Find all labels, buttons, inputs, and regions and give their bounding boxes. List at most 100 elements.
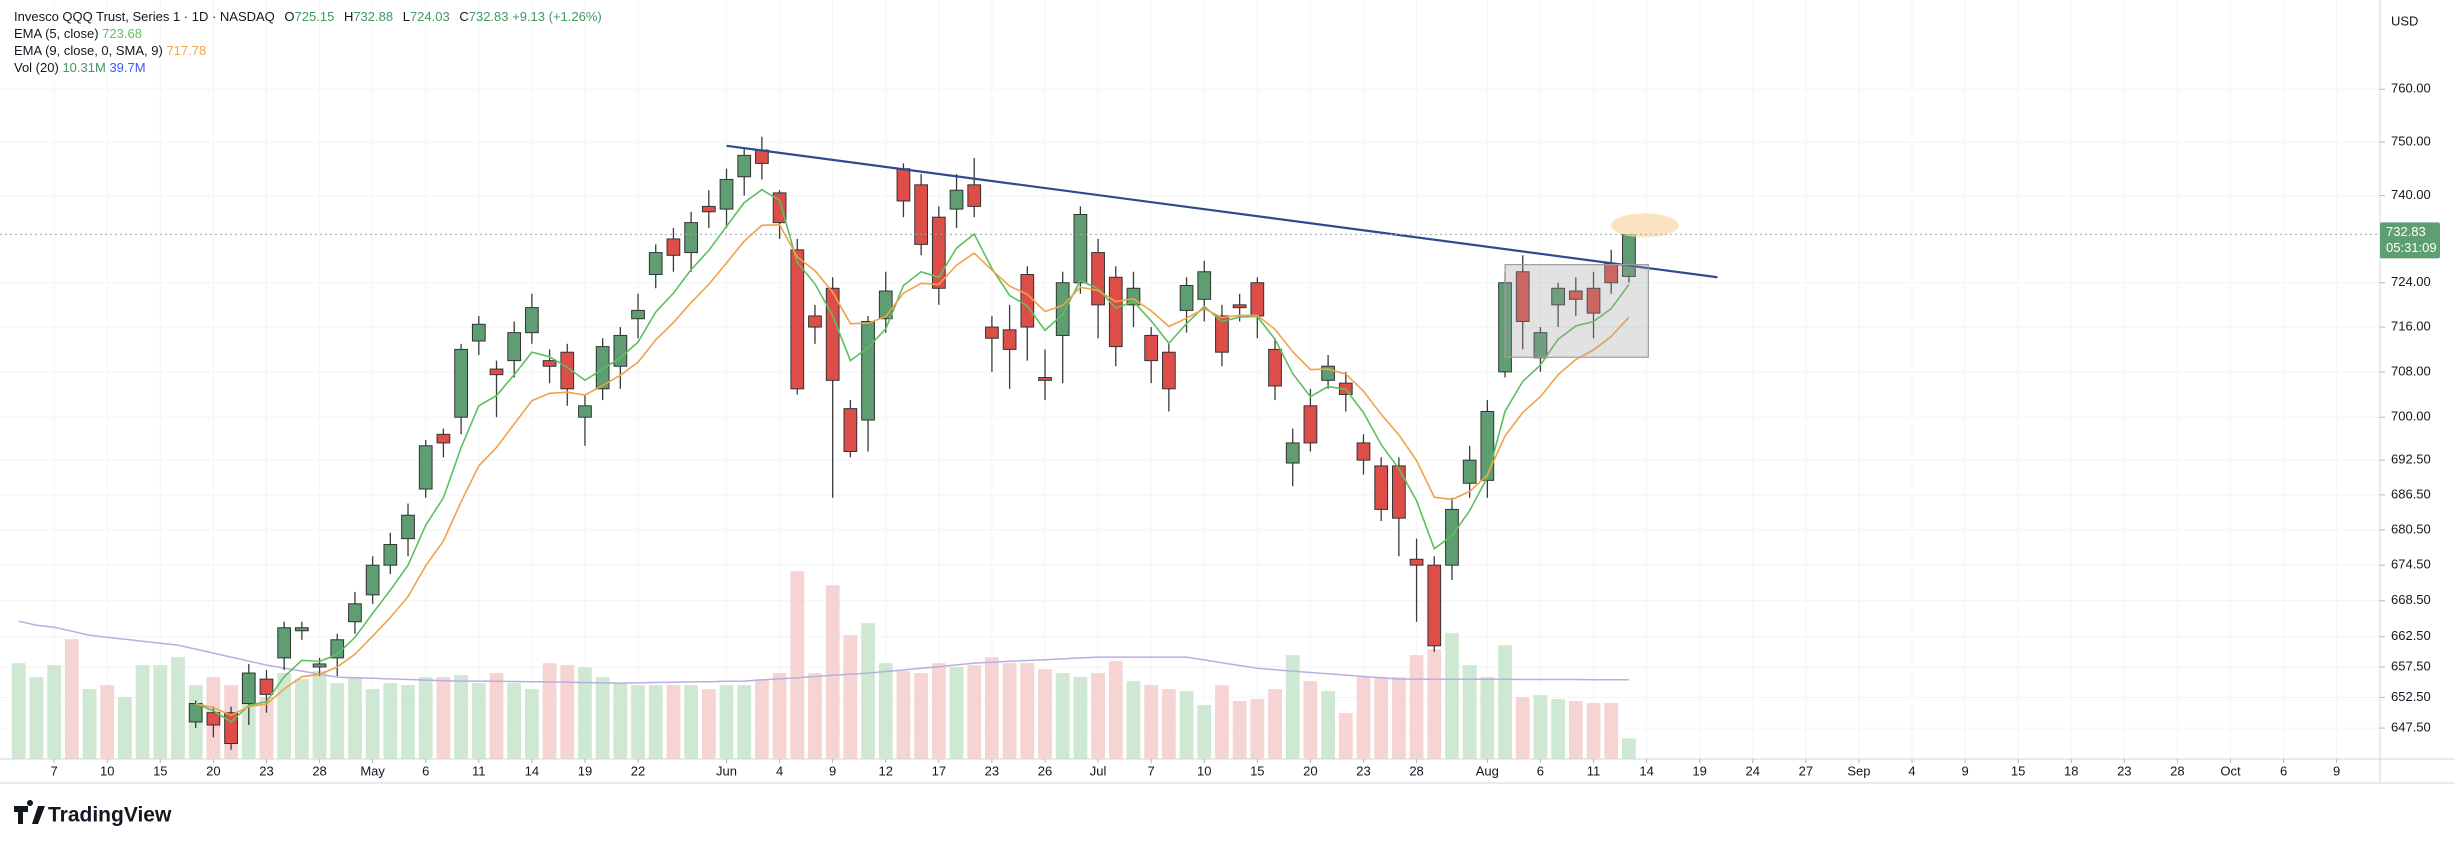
indicator-name: EMA (5, close) [14,26,99,41]
volume-bar [1055,673,1070,759]
candle-body [507,332,522,362]
ohlc-label: O [284,9,295,24]
indicator-line: EMA (9, close, 0, SMA, 9) 717.78 [14,42,602,59]
volume-bar [1533,695,1548,759]
volume-bar [1409,655,1424,759]
volume-bar [348,677,362,759]
candle-body [454,348,468,418]
x-tick-label: 4 [1908,763,1915,778]
x-tick-label: 28 [1409,763,1423,778]
indicator-line: Vol (20) 10.31M 39.7M [14,59,602,76]
x-tick-label: 24 [1746,763,1760,778]
volume-bar [1197,705,1212,759]
y-tick-label: 686.50 [2391,486,2431,501]
volume-bar [153,665,168,759]
drawings [0,144,2380,358]
x-tick-label: 10 [100,763,114,778]
candle-body [206,712,221,726]
volume-bar [1391,677,1406,759]
x-tick-label: 23 [985,763,999,778]
volume-bar [524,689,539,759]
candle-body [188,703,203,723]
candle-body [613,334,628,367]
candle-body [772,192,787,224]
x-tick-label: 19 [578,763,592,778]
x-tick-label: 11 [472,763,486,778]
volume-bar [1179,691,1194,759]
candle-body [1197,271,1212,300]
volume-bar [1144,685,1159,759]
candle-body [1108,276,1123,348]
y-tick-label: 750.00 [2391,134,2431,149]
candle-body [1055,282,1070,336]
volume-bar [100,685,115,759]
volume-bar [1356,677,1371,759]
candle-body [896,168,911,202]
candle-body [294,627,309,632]
ema-line [195,188,1630,723]
indicator-name: EMA (9, close, 0, SMA, 9) [14,43,163,58]
volume-bar [1480,677,1495,759]
volume-bar [719,685,734,759]
x-tick-label: 6 [422,763,429,778]
x-tick-label: 7 [1148,763,1155,778]
volume-bar [1215,685,1229,759]
volume-bar [578,667,592,759]
x-tick-label: 14 [525,763,539,778]
ohlc-value: 732.88 [353,9,394,24]
candle-body [808,315,822,328]
symbol-title: Invesco QQQ Trust, Series 1 · 1D · NASDA… [14,9,275,24]
ohlc-label: H [343,9,354,24]
candle-body [1161,351,1176,390]
volume-bar [1002,663,1017,759]
change-value: +9.13 (+1.26%) [512,9,602,24]
indicator-line: EMA (5, close) 723.68 [14,25,602,42]
volume-pane [11,571,1636,759]
x-tick-label: 20 [1303,763,1317,778]
volume-bar [1285,655,1300,759]
candle-body [436,433,451,444]
logo-mark [14,800,45,824]
volume-bar [135,665,150,759]
volume-bar [737,685,752,759]
volume-bar [454,675,469,759]
candle-body [1356,442,1371,461]
volume-bar [1374,677,1389,759]
volume-bar [1303,681,1318,759]
x-tick-label: 10 [1197,763,1211,778]
candle-body [1215,315,1229,353]
volume-bar [985,657,999,759]
volume-bar [29,677,44,759]
volume-bar [808,673,822,759]
y-tick-label: 647.50 [2391,720,2431,735]
candle-body [1586,287,1601,314]
volume-bar [861,623,875,759]
volume-bar [1250,699,1265,759]
candle-body [312,663,327,668]
candle-body [1268,348,1282,387]
candle-body [843,408,858,453]
volume-bar [790,571,805,759]
volume-bar [1586,703,1601,759]
candle-body [1427,564,1442,647]
volume-bar [1498,645,1512,759]
x-tick-label: Aug [1476,763,1499,778]
volume-bar [277,673,292,759]
indicator-name: Vol (20) [14,60,59,75]
candle-body [1568,290,1583,300]
y-tick-label: 657.50 [2391,658,2431,673]
candle-body [1303,405,1318,444]
indicator-value: 723.68 [102,26,142,41]
brand-name: TradingView [48,804,172,827]
volume-bar [701,689,716,759]
x-tick-label: 20 [206,763,220,778]
volume-bar [1038,669,1052,759]
volume-bar [1568,701,1583,759]
volume-bar [1515,697,1530,759]
x-tick-label: Oct [2220,763,2241,778]
volume-bar [1232,701,1247,759]
candle-body [631,309,645,320]
candle-body [471,323,486,342]
